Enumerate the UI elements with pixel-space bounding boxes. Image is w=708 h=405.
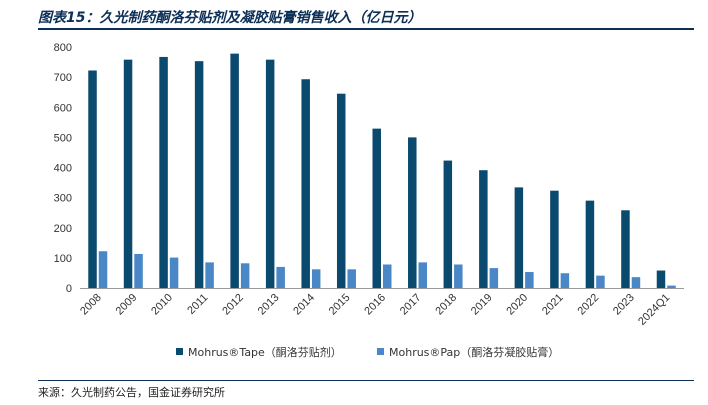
legend-label-tape: Mohrus®Tape（酮洛芬贴剂） (188, 345, 342, 359)
bar-tape (585, 200, 595, 288)
x-tick-label: 2011 (185, 292, 210, 317)
x-tick-label: 2009 (114, 292, 140, 318)
y-tick-label: 800 (54, 42, 72, 54)
bar-pap (205, 262, 214, 288)
y-tick-label: 0 (66, 283, 72, 295)
bar-tape (336, 93, 346, 288)
bar-pap (98, 251, 108, 288)
bar-tape (550, 190, 559, 288)
bar-tape (514, 187, 524, 288)
x-tick-label: 2023 (611, 292, 637, 318)
x-axis: 2008 2009 2010 2011 2012 2013 2014 2015 2016 2017… (78, 292, 672, 328)
x-tick-label: 2021 (540, 292, 566, 318)
bar-pap (596, 275, 605, 288)
bar-tape (88, 70, 97, 288)
bar-pap (383, 264, 392, 288)
x-tick-label: 2012 (220, 292, 246, 318)
bar-tape (159, 56, 168, 288)
x-tick-label: 2018 (433, 292, 459, 318)
x-tick-label: 2016 (362, 292, 388, 318)
y-tick-label: 200 (54, 223, 72, 235)
bar-pap (134, 253, 143, 288)
legend-swatch-tape (176, 348, 183, 355)
y-axis: 0 100 200 300 400 500 600 700 800 (54, 42, 72, 295)
bar-tape (123, 59, 133, 289)
y-tick-label: 600 (54, 102, 72, 114)
bar-tape (656, 270, 666, 288)
x-tick-label: 2019 (469, 292, 495, 318)
source-note: 来源：久光制药公告，国金证券研究所 (38, 386, 225, 399)
bar-pap (276, 266, 285, 288)
bar-pap (525, 272, 534, 288)
x-tick-label: 2014 (291, 292, 317, 318)
y-tick-label: 700 (54, 72, 72, 84)
bar-pap (240, 263, 250, 288)
bar-pap (311, 269, 321, 288)
x-tick-label: 2022 (575, 292, 601, 318)
x-tick-label: 2015 (327, 292, 353, 318)
y-tick-label: 400 (54, 163, 72, 175)
legend-label-pap: Mohrus®Pap（酮洛芬凝胶贴膏） (389, 345, 559, 359)
bar-tape (479, 170, 488, 288)
x-tick-label: 2010 (149, 292, 175, 318)
bar-pap (631, 277, 641, 288)
x-tick-label: 2017 (398, 292, 424, 318)
x-tick-label: 2024Q1 (636, 292, 672, 328)
x-tick-label: 2020 (504, 292, 530, 318)
bar-tape (443, 160, 453, 288)
bar-pap (169, 257, 179, 288)
bar-pap (347, 269, 356, 288)
y-tick-label: 100 (54, 253, 72, 265)
chart-title: 图表15：久光制药酮洛芬贴剂及凝胶贴膏销售收入（亿日元） (38, 10, 422, 26)
bar-tape (194, 61, 204, 288)
bar-pap (667, 285, 676, 288)
bar-tape (621, 210, 630, 288)
x-tick-label: 2013 (256, 292, 282, 318)
bar-tape (372, 128, 381, 288)
bar-tape (230, 53, 239, 288)
bar-pap (454, 264, 463, 288)
x-tick-label: 2008 (78, 292, 104, 318)
bar-pap (489, 268, 499, 288)
y-tick-label: 500 (54, 132, 72, 144)
footer-rule (38, 380, 694, 381)
legend: Mohrus®Tape（酮洛芬贴剂） Mohrus®Pap（酮洛芬凝胶贴膏） (176, 345, 559, 359)
bar-tape (265, 59, 275, 289)
bar-pap (418, 262, 428, 288)
bar-pap (560, 273, 570, 288)
bars (88, 53, 676, 289)
legend-swatch-pap (377, 348, 384, 355)
title-rule (38, 28, 694, 30)
bar-tape (408, 137, 417, 288)
y-tick-label: 300 (54, 193, 72, 205)
bar-tape (301, 79, 310, 288)
